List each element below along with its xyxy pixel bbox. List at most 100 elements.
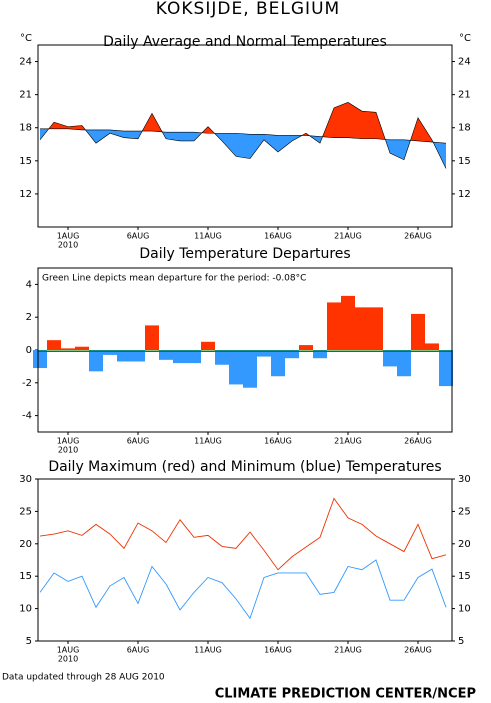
x-tick-label: 1AUG	[57, 437, 80, 446]
y-tick-label: 15	[19, 156, 32, 167]
bar	[173, 350, 187, 364]
x-tick-label: 11AUG	[194, 437, 222, 446]
bar	[229, 350, 243, 385]
y-tick-label: 25	[19, 506, 32, 517]
bar	[103, 350, 117, 355]
departure-fill	[250, 134, 264, 159]
y-tick-label: 21	[19, 90, 32, 101]
departure-fill	[362, 111, 376, 139]
y-tick-label: 12	[458, 189, 471, 200]
page-title: KOKSIJDE, BELGIUM	[156, 0, 340, 19]
departure-fill	[180, 132, 194, 141]
y-tick-label: 25	[458, 506, 471, 517]
footer-note: Data updated through 28 AUG 2010	[2, 673, 165, 683]
plot-frame	[37, 478, 453, 642]
y-tick-label: -2	[22, 378, 32, 389]
x-tick-label: 11AUG	[194, 646, 222, 655]
x-tick-label: 1AUG	[57, 232, 80, 241]
departure-fill	[264, 134, 278, 152]
bar	[383, 350, 397, 367]
bar	[313, 350, 327, 359]
x-tick-label: 26AUG	[404, 437, 432, 446]
bar	[201, 341, 215, 350]
plot-frame	[37, 267, 453, 433]
y-tick-label: 10	[19, 604, 32, 615]
y-tick-label: 12	[19, 189, 32, 200]
x-tick-label: 1AUG	[57, 646, 80, 655]
x-tick-label: 6AUG	[127, 437, 150, 446]
y-tick-label: 0	[26, 345, 32, 356]
y-tick-label: 15	[458, 571, 471, 582]
bar	[397, 350, 411, 377]
y-tick-label: 10	[458, 604, 471, 615]
annotation: Green Line depicts mean departure for th…	[42, 274, 306, 284]
bar	[75, 346, 89, 350]
bar	[131, 350, 145, 362]
bar	[61, 348, 75, 350]
y-tick-label: 30	[458, 474, 471, 485]
bar	[215, 350, 229, 365]
bar	[369, 307, 383, 350]
bar	[439, 350, 453, 387]
y-tick-label: 20	[19, 539, 32, 550]
footer-credit: CLIMATE PREDICTION CENTER/NCEP	[215, 687, 476, 702]
bar	[285, 350, 299, 359]
series-line	[39, 497, 447, 571]
x-tick-label: 16AUG	[264, 437, 292, 446]
y-tick-label: 2	[26, 312, 32, 323]
bar	[355, 307, 369, 350]
y-tick-label: 18	[458, 123, 471, 134]
departure-fill	[334, 102, 348, 138]
y-tick-label: 24	[19, 57, 32, 68]
departure-fill	[348, 102, 362, 139]
x-sublabel: 2010	[58, 446, 78, 455]
y-tick-label: 21	[458, 90, 471, 101]
x-tick-label: 26AUG	[404, 646, 432, 655]
x-tick-label: 6AUG	[127, 646, 150, 655]
plot-frame	[37, 44, 453, 228]
y-tick-label: 15	[19, 571, 32, 582]
y-unit: °C	[20, 33, 32, 44]
bar	[89, 350, 103, 372]
y-tick-label: 18	[19, 123, 32, 134]
bar	[257, 350, 271, 357]
y-tick-label: 15	[458, 156, 471, 167]
bar	[299, 345, 313, 350]
bar	[47, 340, 61, 350]
bar	[117, 350, 131, 362]
departure-fill	[110, 129, 124, 138]
y-tick-label: -4	[22, 411, 32, 422]
series-line	[40, 128, 447, 144]
x-tick-label: 21AUG	[334, 646, 362, 655]
panel-title: Daily Average and Normal Temperatures	[103, 34, 387, 50]
departure-fill	[222, 133, 236, 157]
bar	[187, 350, 201, 364]
y-tick-label: 5	[26, 636, 32, 647]
y-tick-label: 20	[458, 539, 471, 550]
bar	[341, 295, 355, 350]
x-sublabel: 2010	[58, 241, 78, 250]
x-tick-label: 21AUG	[334, 437, 362, 446]
y-tick-label: 4	[26, 279, 32, 290]
departure-fill	[54, 122, 68, 129]
y-tick-label: 5	[458, 636, 464, 647]
x-tick-label: 16AUG	[264, 646, 292, 655]
departure-fill	[96, 129, 110, 144]
x-tick-label: 21AUG	[334, 232, 362, 241]
bar	[327, 302, 341, 350]
panel-title: Daily Temperature Departures	[139, 246, 350, 262]
bar	[271, 350, 285, 377]
bar	[243, 350, 257, 388]
bar	[33, 350, 47, 369]
y-unit: °C	[459, 33, 471, 44]
bar	[145, 325, 159, 350]
series-line	[39, 559, 447, 620]
departure-fill	[166, 132, 180, 141]
x-tick-label: 6AUG	[127, 232, 150, 241]
bar	[425, 343, 439, 350]
departure-fill	[236, 133, 250, 159]
departure-fill	[278, 135, 292, 152]
panel-title: Daily Maximum (red) and Minimum (blue) T…	[48, 459, 441, 475]
x-sublabel: 2010	[58, 655, 78, 664]
